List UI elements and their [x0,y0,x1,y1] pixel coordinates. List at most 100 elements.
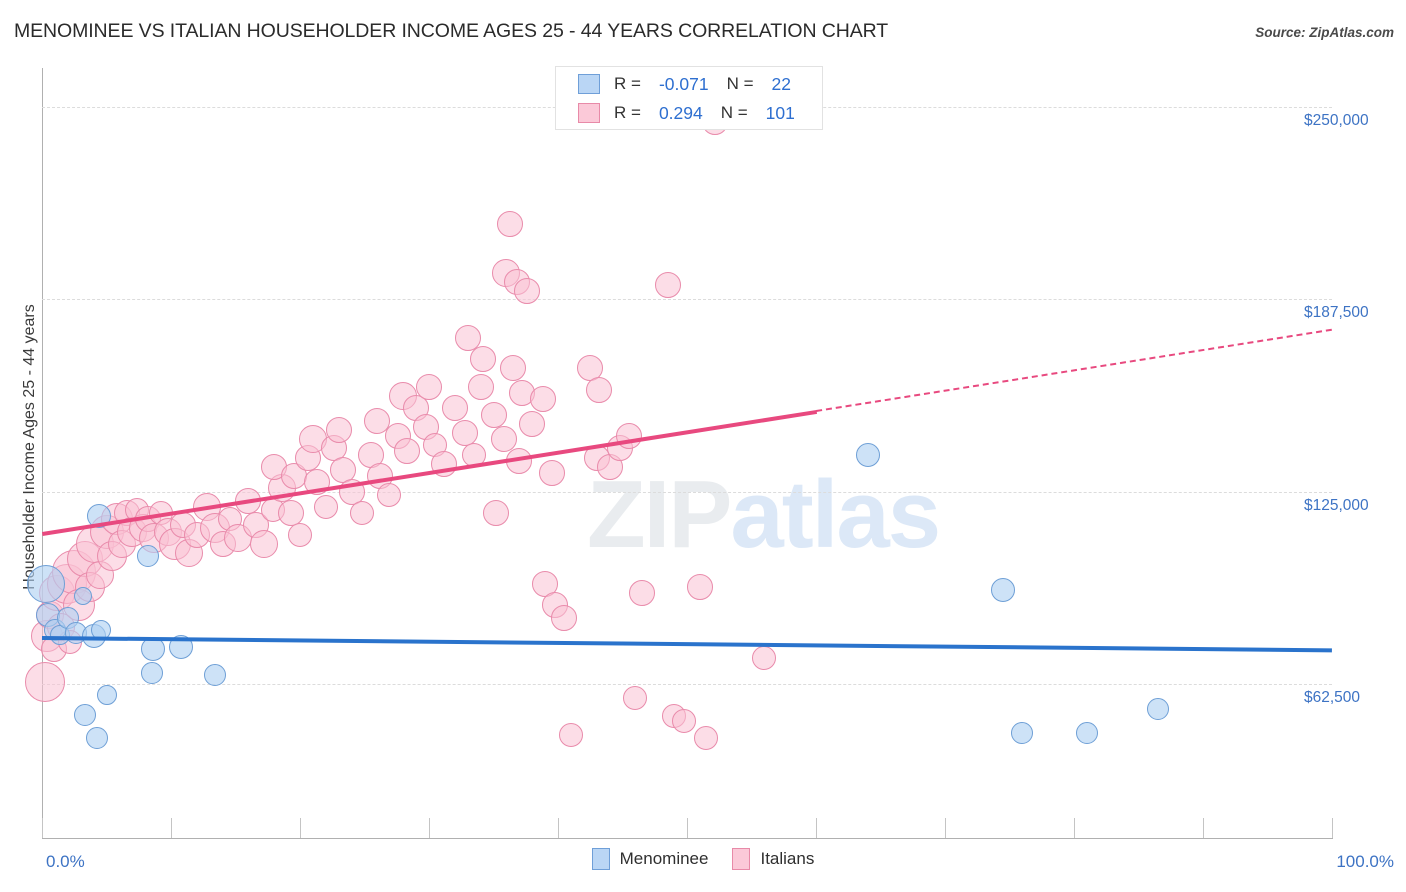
data-point-italians[interactable] [24,662,65,703]
data-point-italians[interactable] [672,708,697,733]
data-point-italians[interactable] [654,272,681,299]
data-point-italians[interactable] [586,376,613,403]
data-point-italians[interactable] [628,580,655,607]
r-label-italians: R = [614,103,641,122]
x-axis-tick [1203,818,1204,838]
page-title: MENOMINEE VS ITALIAN HOUSEHOLDER INCOME … [14,20,889,42]
data-point-menominee[interactable] [1146,697,1169,720]
data-point-italians[interactable] [490,426,517,453]
data-point-menominee[interactable] [140,662,163,685]
x-axis-tick [945,818,946,838]
data-point-menominee[interactable] [86,504,111,529]
data-point-italians[interactable] [686,573,713,600]
legend-swatch-menominee [578,74,600,94]
data-point-menominee[interactable] [1011,722,1034,745]
y-axis-line [42,68,43,838]
data-point-menominee[interactable] [203,663,226,686]
y-axis-tick-label: $187,500 [1304,304,1369,321]
data-point-menominee[interactable] [91,620,112,641]
data-point-menominee[interactable] [855,442,880,467]
data-point-menominee[interactable] [140,636,165,661]
data-point-menominee[interactable] [169,635,194,660]
x-axis-tick [42,818,43,838]
legend-item-menominee[interactable]: Menominee [591,848,709,870]
data-point-italians[interactable] [497,210,524,237]
y-axis-tick-label: $62,500 [1304,689,1361,706]
x-axis-tick [1074,818,1075,838]
data-point-italians[interactable] [462,442,487,467]
data-point-italians[interactable] [483,500,510,527]
data-point-italians[interactable] [514,278,541,305]
legend-swatch-italians [578,103,600,123]
x-axis-tick [687,818,688,838]
data-point-italians[interactable] [452,419,479,446]
data-point-italians[interactable] [280,463,307,490]
data-point-italians[interactable] [506,447,533,474]
legend-swatch-italians-bottom [732,848,751,870]
data-point-italians[interactable] [288,522,312,547]
n-label-italians: N = [720,103,748,122]
data-point-italians[interactable] [313,494,338,519]
data-point-menominee[interactable] [74,587,93,606]
data-point-menominee[interactable] [1075,722,1098,745]
gridline [42,299,1332,300]
series-legend: Menominee Italians [0,848,1406,870]
r-label-menominee: R = [614,74,641,93]
data-point-menominee[interactable] [991,578,1016,603]
data-point-italians[interactable] [694,725,719,750]
data-point-italians[interactable] [470,346,497,373]
watermark-atlas: atlas [730,461,941,568]
data-point-italians[interactable] [499,355,526,382]
data-point-italians[interactable] [303,469,330,496]
data-point-menominee[interactable] [96,684,117,705]
data-point-italians[interactable] [467,373,494,400]
x-axis-tick [300,818,301,838]
data-point-menominee[interactable] [73,703,96,726]
stats-row-menominee: R = -0.071 N = 22 [556,70,824,98]
data-point-italians[interactable] [431,450,458,477]
data-point-italians[interactable] [529,386,556,413]
legend-label-menominee: Menominee [619,849,709,868]
trendline-menominee [41,636,1332,653]
x-axis-tick [1332,818,1333,838]
data-point-italians[interactable] [558,722,583,747]
stats-row-italians: R = 0.294 N = 101 [556,99,824,127]
legend-item-italians[interactable]: Italians [732,848,814,870]
x-axis-tick [171,818,172,838]
data-point-italians[interactable] [416,373,442,400]
data-point-italians[interactable] [349,501,374,526]
source-attribution: Source: ZipAtlas.com [1255,25,1394,40]
data-point-italians[interactable] [752,645,777,670]
data-point-italians[interactable] [394,438,421,465]
plot-area: ZIPatlas [24,68,1333,838]
x-axis-tick [429,818,430,838]
gridline [42,491,1332,493]
data-point-italians[interactable] [249,529,278,558]
data-point-italians[interactable] [441,395,468,422]
data-point-italians[interactable] [325,416,352,443]
data-point-italians[interactable] [623,685,648,710]
legend-swatch-menominee-bottom [591,848,610,870]
data-point-menominee[interactable] [136,545,159,568]
y-axis-tick-label: $125,000 [1304,496,1369,514]
r-value-italians: 0.294 [658,102,703,123]
gridline [42,684,1332,685]
data-point-italians[interactable] [615,423,642,450]
r-value-menominee: -0.071 [658,73,709,94]
data-point-italians[interactable] [480,401,507,428]
trendline-italians-extrapolated [816,328,1333,412]
y-axis-tick-label: $250,000 [1304,111,1369,129]
data-point-italians[interactable] [519,410,546,437]
x-axis-tick [816,818,817,838]
data-point-italians[interactable] [538,460,565,487]
data-point-italians[interactable] [551,604,578,631]
n-value-italians: 101 [765,102,795,123]
data-point-italians[interactable] [454,324,481,351]
data-point-italians[interactable] [338,478,365,505]
data-point-menominee[interactable] [86,726,109,749]
correlation-stats-legend: R = -0.071 N = 22 R = 0.294 N = 101 [555,66,823,130]
data-point-italians[interactable] [377,482,401,507]
data-point-menominee[interactable] [26,564,65,603]
x-axis-line [42,838,1333,839]
